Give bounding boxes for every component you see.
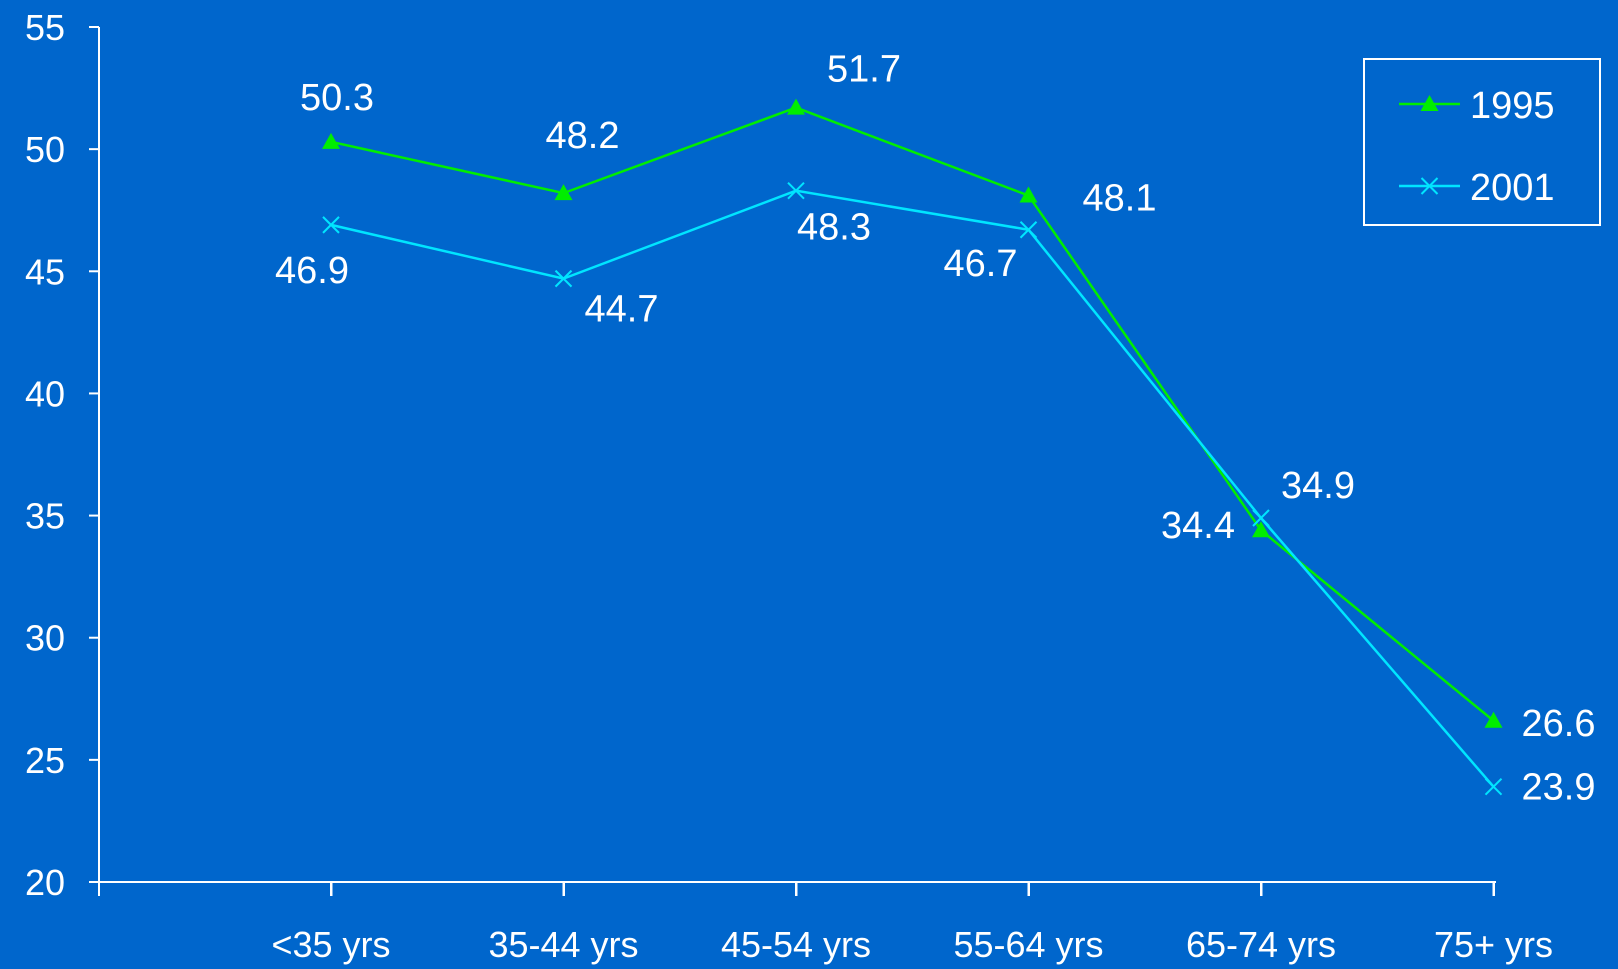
data-label-1995: 50.3 [300,77,374,119]
data-label-2001: 48.3 [797,207,871,249]
data-point-2001 [1252,509,1270,527]
series-lines [330,106,1495,788]
x-tick-label: 35-44 yrs [488,924,638,965]
legend-swatch-marker [1420,177,1439,195]
legend-box [1363,58,1601,226]
series-line-2001 [330,189,1495,788]
data-point-2001 [322,216,340,234]
data-label-1995: 48.2 [546,115,620,157]
x-tick-label: 75+ yrs [1434,924,1553,965]
data-point-2001 [554,269,573,288]
data-point-1995 [787,98,805,115]
data-label-1995: 26.6 [1522,703,1596,745]
y-tick-label: 45 [25,251,65,292]
x-tick-label: <35 yrs [271,924,390,965]
data-point-1995 [1484,711,1503,728]
y-tick-label: 50 [25,129,65,170]
y-tick-label: 20 [25,862,65,903]
legend-item-1995: 1995 [1399,85,1555,127]
legend-item-2001: 2001 [1399,167,1555,209]
x-tick-label: 65-74 yrs [1186,924,1336,965]
data-point-1995 [1252,521,1270,538]
data-label-1995: 34.4 [1161,505,1235,547]
legend-label: 2001 [1470,167,1555,209]
data-label-1995: 51.7 [827,49,901,91]
legend-label: 1995 [1470,85,1555,127]
y-tick-label: 40 [25,373,65,414]
data-point-2001 [787,181,805,200]
data-label-1995: 48.1 [1083,178,1157,220]
data-point-1995 [1019,186,1038,203]
data-label-2001: 44.7 [585,289,659,331]
x-tick-label: 55-64 yrs [953,924,1103,965]
data-label-2001: 34.9 [1281,465,1355,507]
data-label-2001: 46.9 [275,250,349,292]
data-label-2001: 23.9 [1522,767,1596,809]
data-point-2001 [1484,778,1503,796]
data-labels: 50.3 48.2 51.7 48.1 34.4 26.6 46.9 44.7 48.3 46.7… [275,49,1595,809]
series-markers [322,98,1503,796]
legend-swatch-marker [1420,95,1439,111]
x-tick-label: 45-54 yrs [721,924,871,965]
data-label-2001: 46.7 [944,243,1018,285]
y-tick-label: 30 [25,618,65,659]
axes: 20 25 30 35 40 45 50 55 <35 yrs 35-44 yrs 45-54 yr… [25,7,1553,965]
y-tick-label: 25 [25,740,65,781]
y-tick-label: 35 [25,496,65,537]
data-point-1995 [554,184,573,201]
legend: 1995 2001 [1363,58,1601,226]
y-tick-label: 55 [25,7,65,48]
data-point-1995 [322,132,340,149]
data-point-2001 [1019,221,1038,239]
